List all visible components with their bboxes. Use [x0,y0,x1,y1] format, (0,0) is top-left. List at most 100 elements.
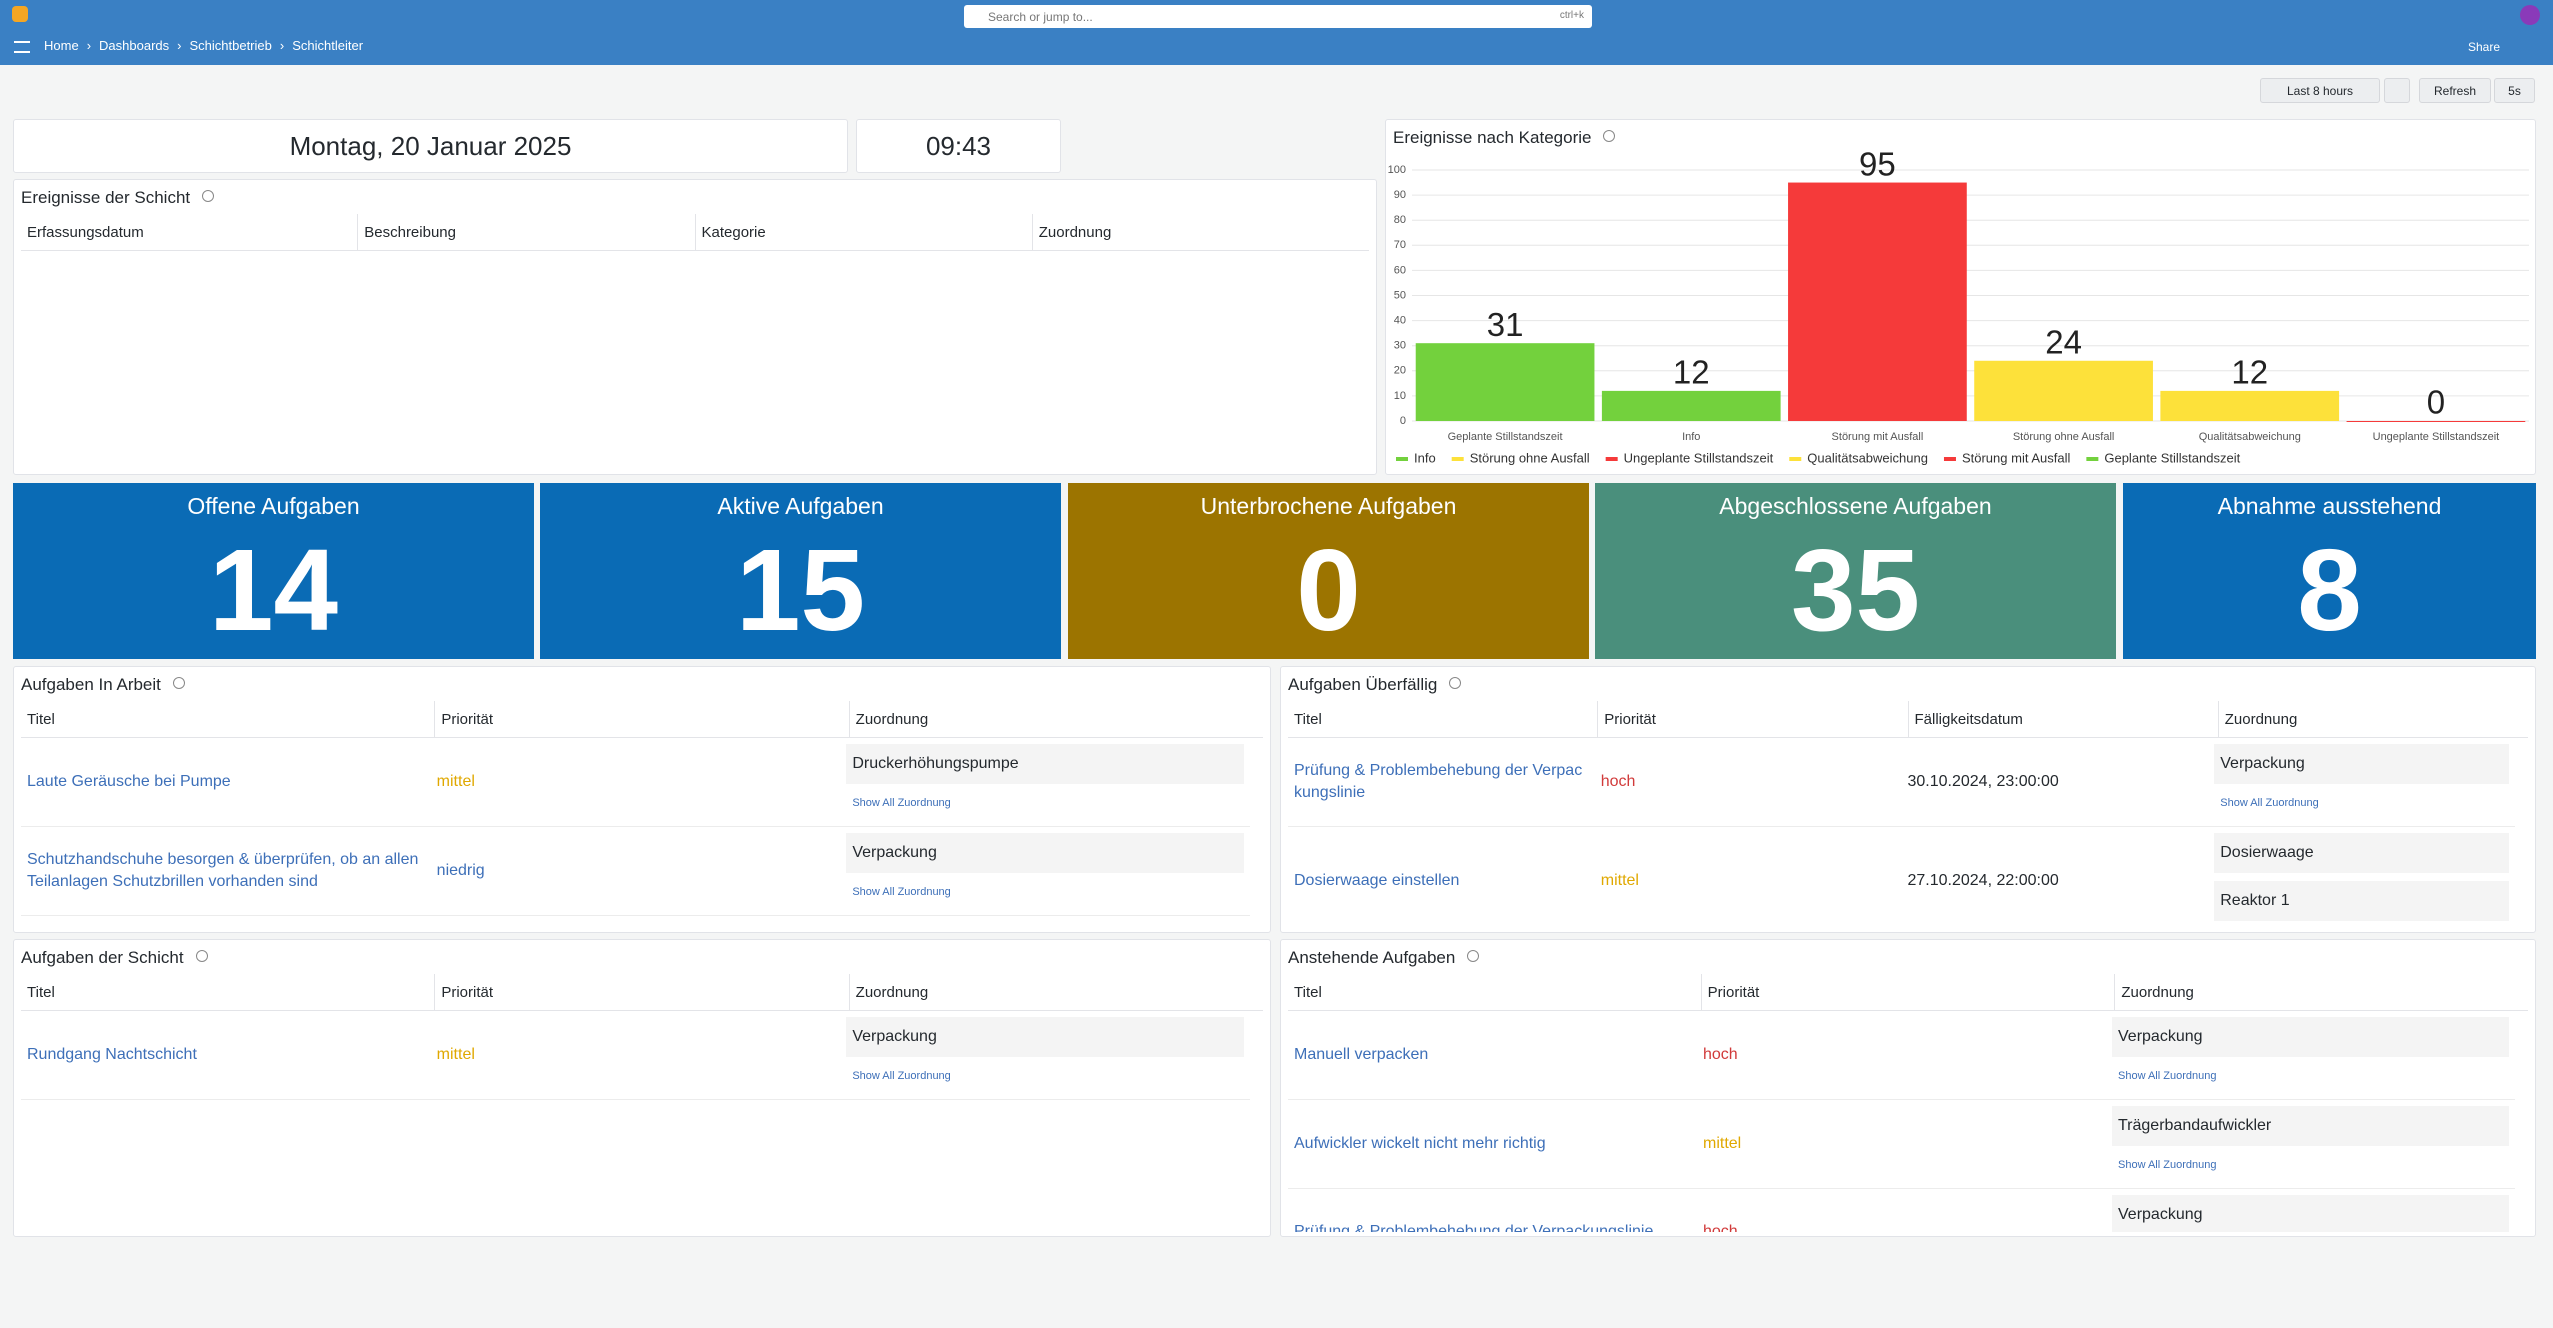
column-header: Beschreibung [357,214,694,250]
show-all-link[interactable]: Show All Zuordnung [846,792,1244,814]
time-range-label: Last 8 hours [2287,84,2353,98]
table-body: Rundgang NachtschichtmittelVerpackungSho… [21,1011,1250,1232]
task-title[interactable]: Dosierwaage einstellen [1288,827,1595,928]
bar [1602,391,1781,421]
legend-label[interactable]: Ungeplante Stillstandszeit [1624,450,1774,465]
breadcrumb[interactable]: Dashboards [99,38,169,53]
priority: hoch [1697,1011,2106,1099]
panel-title-text: Aufgaben In Arbeit [21,675,161,694]
y-tick-label: 100 [1388,164,1406,176]
table-panel: Aufgaben der SchichtTitelPrioritätZuordn… [13,939,1271,1237]
stat-title: Aktive Aufgaben [540,493,1061,520]
legend-label[interactable]: Störung ohne Ausfall [1470,450,1590,465]
table-row: Rundgang NachtschichtmittelVerpackungSho… [21,1011,1250,1100]
panel-title: Aufgaben Überfällig [1288,675,1461,695]
column-header: Titel [21,701,434,737]
time-range[interactable]: Last 8 hours [2260,78,2380,103]
show-all-link[interactable]: Show All Zuordnung [2112,1065,2509,1087]
y-tick-label: 60 [1394,264,1406,276]
panel-title: Aufgaben der Schicht [21,948,208,968]
stat-value: 8 [2123,523,2536,657]
avatar[interactable] [2520,5,2540,25]
assignment-cell: TrägerbandaufwicklerShow All Zuordnung [2106,1100,2515,1188]
column-header: Fälligkeitsdatum [1908,701,2218,737]
refresh-interval[interactable]: 5s [2494,78,2535,103]
menu-icon[interactable] [14,41,30,53]
assignment-cell: VerpackungShow All Zuordnung [840,1011,1250,1099]
search-box[interactable]: Search or jump to... ctrl+k [964,5,1592,28]
table-row: Prüfung & Problembehebung der Verpackung… [1288,1189,2515,1232]
table-header: TitelPrioritätFälligkeitsdatumZuordnung [1288,701,2528,738]
table-panel: Aufgaben In Arbeit TitelPrioritätZuordnun… [13,666,1271,933]
info-icon [196,950,208,962]
interval-label: 5s [2508,84,2521,98]
column-header: Zuordnung [849,701,1263,737]
column-header: Zuordnung [2218,701,2528,737]
stat-panel: Abnahme ausstehend 8 [2123,483,2536,659]
events-panel: Ereignisse der Schicht ErfassungsdatumBe… [13,179,1377,475]
bar [1974,361,2153,421]
priority: mittel [1595,827,1902,928]
assignment: Verpackung [2112,1195,2509,1232]
column-header: Priorität [434,701,848,737]
table-row: Aufwickler wickelt nicht mehr richtigmit… [1288,1100,2515,1189]
logo[interactable] [12,6,28,22]
panel-title-text: Anstehende Aufgaben [1288,948,1455,967]
x-tick-label: Störung ohne Ausfall [2013,431,2115,443]
chart: 010203040506070809010031Geplante Stillst… [1386,120,2535,474]
share-button[interactable]: Share [2468,40,2500,54]
task-title[interactable]: Schutzhandschuhe besorgen & überprüfen, … [21,827,431,915]
show-all-link[interactable]: Show All Zuordnung [2112,1154,2509,1176]
info-icon [173,677,185,689]
table-header: TitelPrioritätZuordnung [21,701,1263,738]
clock: 09:43 [926,131,991,162]
assignment-cell: VerpackungShow All Zuordnung [2208,738,2515,826]
y-tick-label: 80 [1394,214,1406,226]
show-all-link[interactable]: Show All Zuordnung [2214,792,2509,814]
legend-label[interactable]: Geplante Stillstandszeit [2104,450,2240,465]
value-label: 0 [2427,384,2445,421]
priority: niedrig [431,827,841,915]
top-bar: Search or jump to... ctrl+k Home›Dashboa… [0,0,2553,65]
legend-label[interactable]: Qualitätsabweichung [1807,450,1928,465]
legend-label[interactable]: Info [1414,450,1436,465]
table-body: Laute Geräusche bei PumpemittelDruckerhö… [21,738,1250,928]
stat-title: Unterbrochene Aufgaben [1068,493,1589,520]
breadcrumb[interactable]: Schichtleiter [292,38,363,53]
stat-value: 35 [1595,523,2116,657]
x-tick-label: Geplante Stillstandszeit [1448,431,1563,443]
zoom-out[interactable] [2384,78,2410,103]
priority: mittel [431,1011,841,1099]
refresh-button[interactable]: Refresh [2419,78,2491,103]
panel-title: Anstehende Aufgaben [1288,948,1479,968]
value-label: 24 [2045,323,2082,360]
task-title[interactable]: Laute Geräusche bei Pumpe [21,738,431,826]
task-title[interactable]: Prüfung & Problembehebung der Verpackung… [1288,738,1595,826]
table-row: Laute Geräusche bei PumpemittelDruckerhö… [21,738,1250,827]
show-all-link[interactable]: Show All Zuordnung [846,1065,1244,1087]
stat-value: 15 [540,523,1061,657]
table-header: TitelPrioritätZuordnung [1288,974,2528,1011]
task-title[interactable]: Aufwickler wickelt nicht mehr richtig [1288,1100,1697,1188]
column-header: Priorität [1597,701,1907,737]
column-header: Erfassungsdatum [21,214,357,250]
task-title[interactable]: Manuell verpacken [1288,1011,1697,1099]
panel-title-text: Ereignisse der Schicht [21,188,190,207]
task-title[interactable]: Prüfung & Problembehebung der Verpackung… [1288,1189,1697,1232]
table-header: ErfassungsdatumBeschreibungKategorieZuor… [21,214,1369,251]
x-tick-label: Qualitätsabweichung [2199,431,2301,443]
breadcrumb[interactable]: Home [44,38,79,53]
stat-panel: Unterbrochene Aufgaben0 [1068,483,1589,659]
priority: mittel [431,738,841,826]
stat-panel: Aktive Aufgaben 15 [540,483,1061,659]
legend-label[interactable]: Störung mit Ausfall [1962,450,2070,465]
breadcrumbs: Home›Dashboards›Schichtbetrieb›Schichtle… [44,38,363,53]
task-title[interactable]: Rundgang Nachtschicht [21,1011,431,1099]
show-all-link[interactable]: Show All Zuordnung [846,881,1244,903]
breadcrumb[interactable]: Schichtbetrieb [189,38,271,53]
stat-title: Abnahme ausstehend [2123,493,2536,520]
assignment: Verpackung [2112,1017,2509,1057]
bar [1416,343,1595,421]
chart-panel: Ereignisse nach Kategorie 01020304050607… [1385,119,2536,475]
